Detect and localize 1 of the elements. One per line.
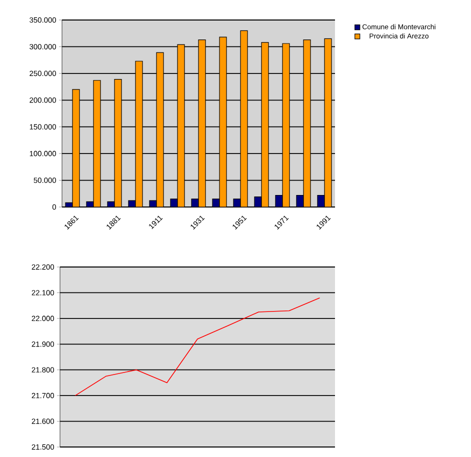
line-series bbox=[74, 297, 320, 396]
